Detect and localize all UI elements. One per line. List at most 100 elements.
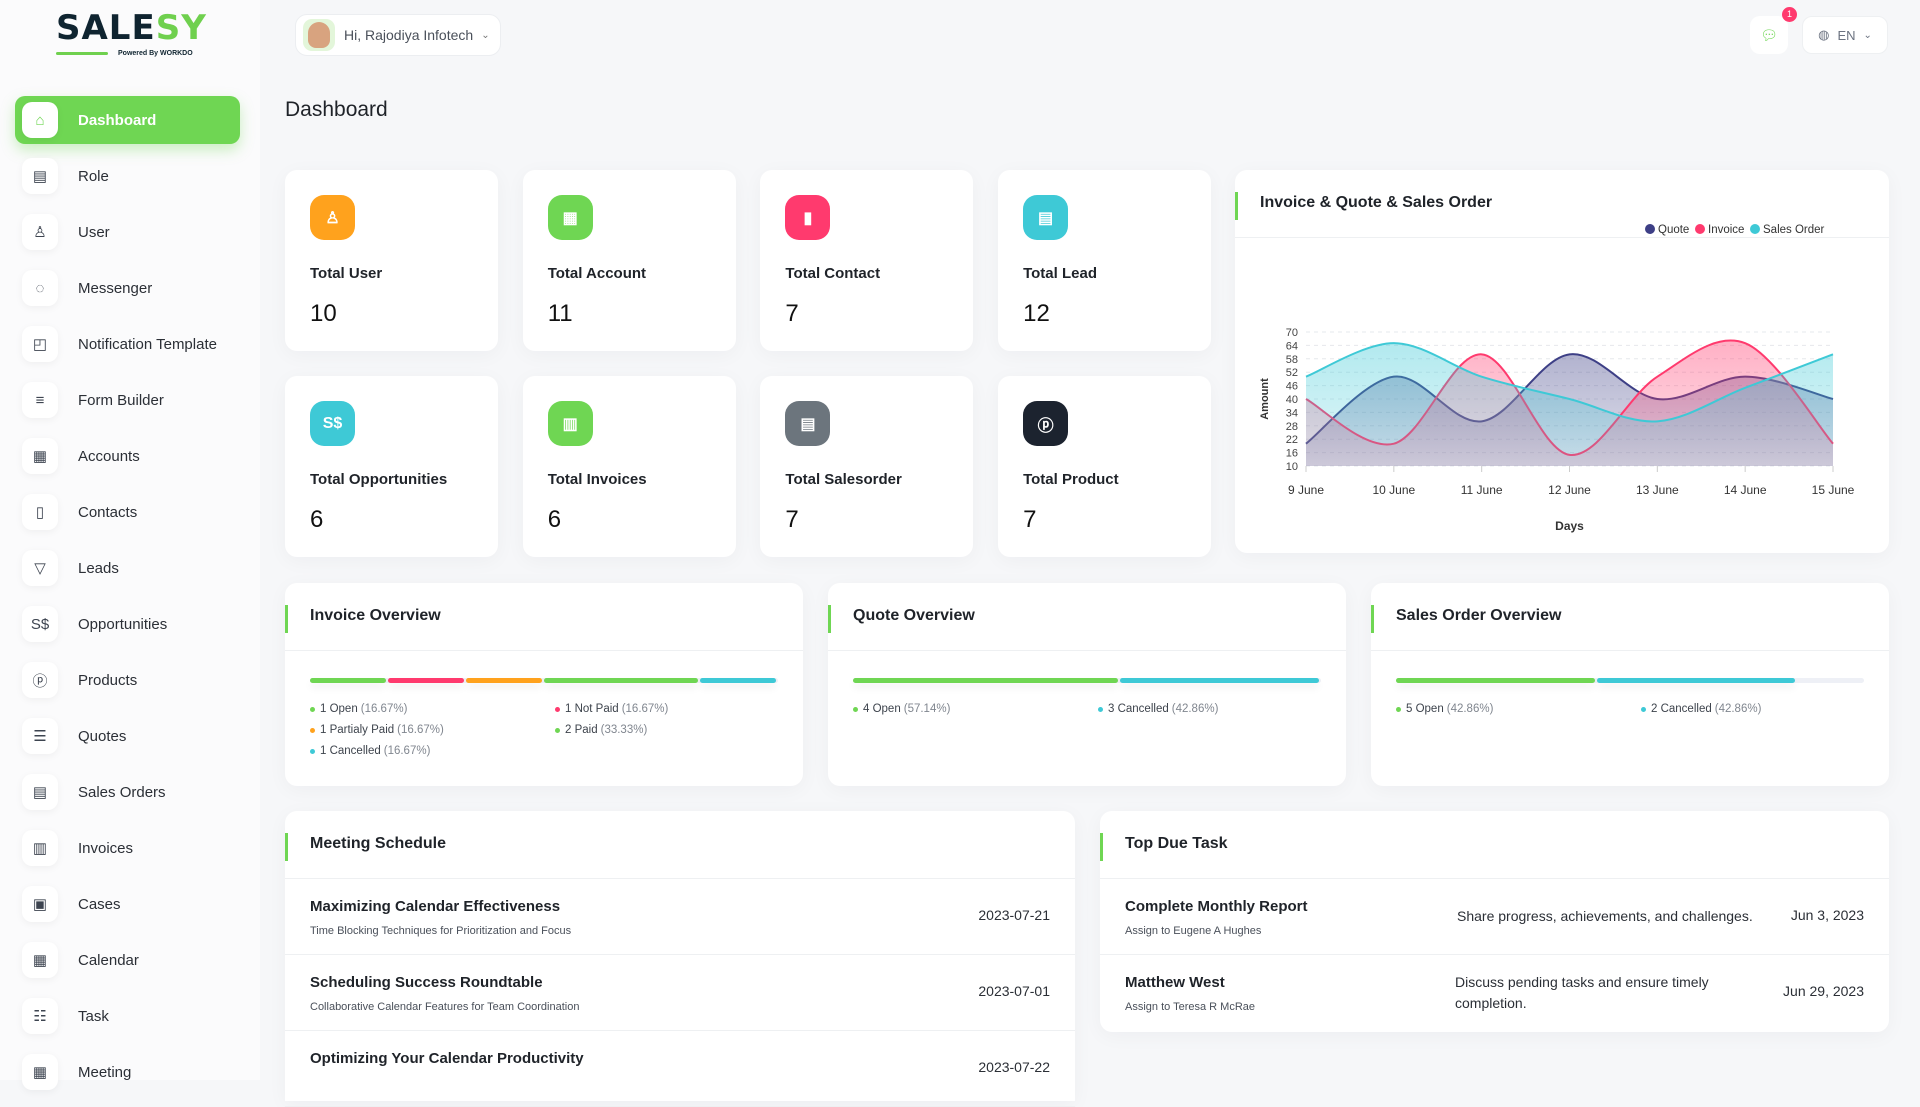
logo-tagline: Powered By WORKDO — [118, 50, 193, 57]
stat-card-total-user[interactable]: ♙ Total User 10 — [285, 170, 498, 351]
contact-icon: ▮ — [785, 195, 831, 240]
legend-marker — [1695, 224, 1705, 234]
meeting-title: Maximizing Calendar Effectiveness — [310, 898, 561, 915]
sidebar-item-label: Calendar — [78, 951, 139, 969]
meeting-title: Scheduling Success Roundtable — [310, 974, 543, 991]
meeting-row[interactable]: Maximizing Calendar Effectiveness Time Bl… — [285, 879, 1075, 955]
legend-label: 1 Cancelled — [320, 745, 381, 757]
sidebar-item-label: Meeting — [78, 1063, 132, 1081]
legend-label: 5 Open — [1406, 703, 1444, 715]
overview-progress-bar — [853, 678, 1321, 683]
product-icon: ⓟ — [1023, 401, 1069, 446]
sidebar-item-label: Leads — [78, 559, 119, 577]
y-tick-label: 52 — [1286, 367, 1298, 379]
stat-card-total-opportunities[interactable]: S$ Total Opportunities 6 — [285, 376, 498, 557]
stat-value: 6 — [310, 506, 324, 533]
stat-card-total-invoices[interactable]: ▥ Total Invoices 6 — [522, 376, 736, 557]
stat-label: Total Contact — [785, 265, 881, 282]
stat-card-total-contact[interactable]: ▮ Total Contact 7 — [760, 170, 974, 351]
sidebar-item-form-builder[interactable]: ≡ Form Builder — [15, 376, 240, 424]
messages-button[interactable]: 💬︎ 1 — [1750, 7, 1797, 54]
legend-percent: (16.67%) — [397, 724, 444, 736]
meeting-row[interactable]: Optimizing Your Calendar Productivity 202… — [285, 1031, 1075, 1107]
task-assignee: Assign to Eugene A Hughes — [1125, 925, 1262, 937]
sidebar-item-user[interactable]: ♙ User — [15, 208, 240, 256]
sidebar-item-sales-orders[interactable]: ▤ Sales Orders — [15, 768, 240, 816]
meeting-date: 2023-07-22 — [978, 1059, 1050, 1075]
x-tick-label: 13 June — [1636, 483, 1679, 497]
language-selector[interactable]: ◍ EN ⌄ — [1802, 16, 1888, 54]
legend-label: 1 Partialy Paid — [320, 724, 395, 736]
stat-card-total-account[interactable]: ▦ Total Account 11 — [522, 170, 736, 351]
salesy-logo[interactable]: SALESY Powered By WORKDO — [56, 10, 206, 64]
y-tick-label: 34 — [1286, 407, 1298, 419]
task-row[interactable]: Matthew West Assign to Teresa R McRae Disc… — [1100, 955, 1889, 1031]
y-axis-title: Amount — [1259, 378, 1271, 420]
filter-icon: ▽ — [22, 550, 58, 586]
chevron-down-icon: ⌄ — [1863, 29, 1872, 41]
meeting-schedule-title: Meeting Schedule — [310, 835, 447, 852]
meeting-schedule-card: Meeting Schedule Maximizing Calendar Eff… — [285, 811, 1075, 1107]
stat-label: Total Salesorder — [785, 471, 902, 488]
sidebar-item-products[interactable]: ⓟ Products — [15, 656, 240, 704]
legend-label: 2 Cancelled — [1651, 703, 1712, 715]
avatar — [303, 19, 335, 51]
overview-title: Invoice Overview — [310, 607, 441, 624]
sidebar-item-leads[interactable]: ▽ Leads — [15, 544, 240, 592]
sidebar-item-meeting[interactable]: ▦ Meeting — [15, 1048, 240, 1096]
legend-percent: (57.14%) — [903, 703, 951, 715]
stat-label: Total Account — [547, 265, 647, 282]
legend-percent: (16.67%) — [383, 745, 431, 757]
stat-value: 10 — [310, 300, 337, 327]
stat-card-total-product[interactable]: ⓟ Total Product 7 — [998, 376, 1212, 557]
sidebar-item-messenger[interactable]: ◌ Messenger — [15, 264, 240, 312]
sidebar-item-quotes[interactable]: ☰ Quotes — [15, 712, 240, 760]
sidebar-item-invoices[interactable]: ▥ Invoices — [15, 824, 240, 872]
sidebar-item-contacts[interactable]: ▯ Contacts — [15, 488, 240, 536]
home-icon: ⌂ — [22, 102, 58, 138]
overview-legend-item: 1 Not Paid (16.67%) — [555, 703, 668, 715]
user-greeting: Hi, Rajodiya Infotech — [344, 27, 474, 43]
stat-card-total-salesorder[interactable]: ▤ Total Salesorder 7 — [760, 376, 974, 557]
legend-dot — [555, 706, 560, 712]
legend-label: Quote — [1658, 224, 1689, 236]
legend-percent: (42.86%) — [1171, 703, 1219, 715]
sidebar-item-cases[interactable]: ▣ Cases — [15, 880, 240, 928]
top-due-task-card: Top Due Task Complete Monthly Report Assi… — [1100, 811, 1889, 1032]
sidebar-item-accounts[interactable]: ▦ Accounts — [15, 432, 240, 480]
legend-label: 1 Open — [320, 703, 358, 715]
sidebar-item-opportunities[interactable]: S$ Opportunities — [15, 600, 240, 648]
legend-dot — [1396, 706, 1401, 712]
progress-segment — [544, 678, 698, 683]
sidebar-item-calendar[interactable]: ▦ Calendar — [15, 936, 240, 984]
overview-legend-item: 1 Partialy Paid (16.67%) — [310, 724, 444, 736]
sidebar-item-dashboard[interactable]: ⌂ Dashboard — [15, 96, 240, 144]
sidebar-item-notification-template[interactable]: ◰ Notification Template — [15, 320, 240, 368]
meeting-row[interactable]: Scheduling Success Roundtable Collaborati… — [285, 955, 1075, 1031]
stat-card-total-lead[interactable]: ▤ Total Lead 12 — [998, 170, 1212, 351]
invoice-icon: ▥ — [22, 830, 58, 866]
legend-percent: (42.86%) — [1714, 703, 1762, 715]
series-area-sales-order — [1306, 343, 1833, 466]
sidebar-item-role[interactable]: ▤ Role — [15, 152, 240, 200]
legend-label: 4 Open — [863, 703, 901, 715]
calendar-icon: ▦ — [22, 942, 58, 978]
user-menu-button[interactable]: Hi, Rajodiya Infotech ⌄ — [295, 14, 501, 56]
briefcase-icon: ▣ — [22, 886, 58, 922]
task-title: Matthew West — [1125, 974, 1225, 991]
legend-dot — [1641, 706, 1646, 712]
sidebar-item-label: Contacts — [78, 503, 138, 521]
meeting-subtitle: Collaborative Calendar Features for Team… — [310, 1001, 580, 1013]
legend-label: 1 Not Paid — [565, 703, 619, 715]
meeting-subtitle: Time Blocking Techniques for Prioritizat… — [310, 925, 572, 937]
sidebar-item-task[interactable]: ☷ Task — [15, 992, 240, 1040]
y-tick-label: 10 — [1286, 461, 1298, 473]
task-row[interactable]: Complete Monthly Report Assign to Eugene … — [1100, 879, 1889, 955]
stat-label: Total Lead — [1023, 265, 1097, 282]
page-title: Dashboard — [285, 98, 388, 121]
legend-dot — [1098, 706, 1103, 712]
series-line-sales-order — [1305, 342, 1834, 423]
chevron-down-icon: ⌄ — [481, 29, 490, 41]
overview-progress-bar — [1396, 678, 1864, 683]
sidebar: SALESY Powered By WORKDO ⌂ Dashboard ▤ Role… — [0, 0, 260, 1090]
